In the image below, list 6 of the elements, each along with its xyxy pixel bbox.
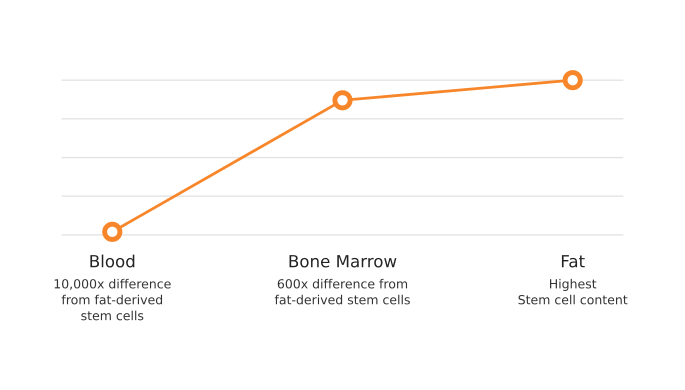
x-tick-label: Fat — [562, 255, 585, 268]
x-tick-label: Bone Marrow — [290, 255, 396, 268]
text: 600x difference from fat-derived stem cells — [274, 278, 410, 304]
text: 10,000x difference from fat-derived stem cells — [54, 278, 171, 320]
text: Highest Stem cell content — [518, 278, 628, 304]
x-tick-label: Blood — [90, 254, 134, 268]
